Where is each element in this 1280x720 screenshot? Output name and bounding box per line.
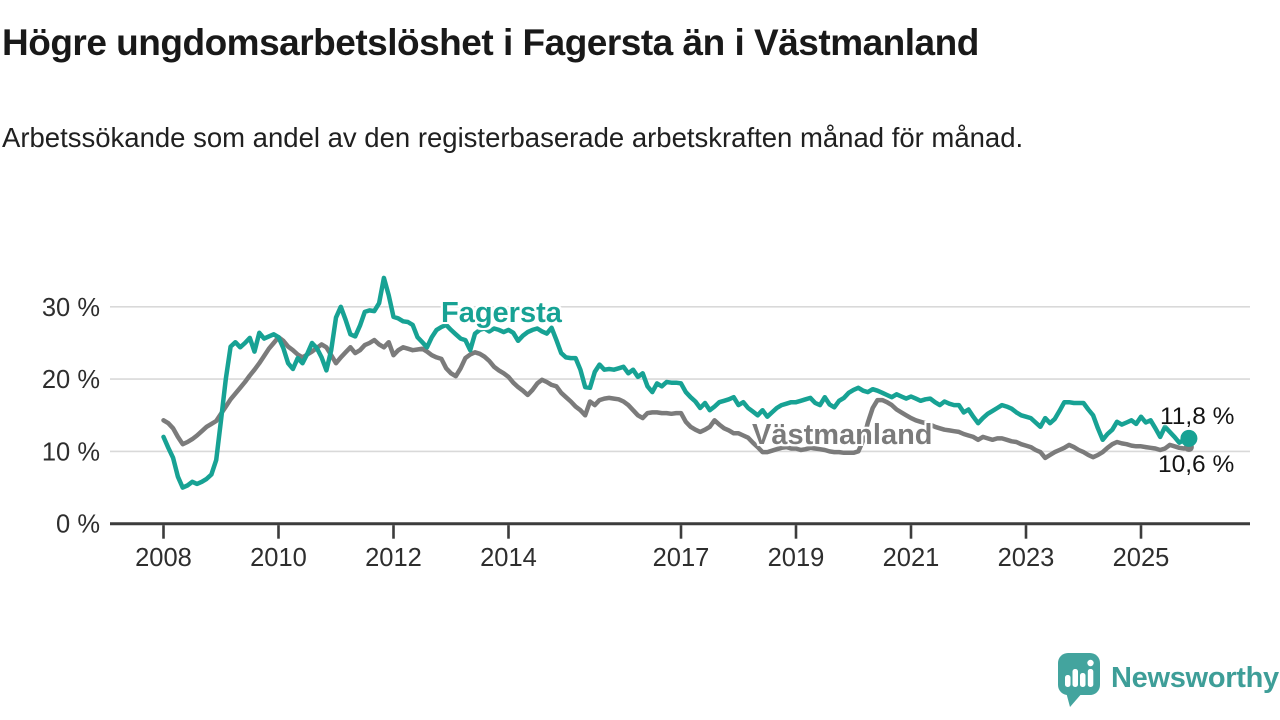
end-value-fagersta: 11,8 % <box>1160 403 1235 430</box>
chart-subtitle: Arbetssökande som andel av den registerb… <box>2 122 1024 153</box>
x-tick-label-2012: 2012 <box>365 544 422 572</box>
series-line-fagersta <box>161 275 1192 490</box>
x-tick-label-2021: 2021 <box>883 544 940 572</box>
chart-title: Högre ungdomsarbetslöshet i Fagersta än … <box>2 22 979 63</box>
x-tick-label-2010: 2010 <box>250 544 307 572</box>
newsworthy-logo: Newsworthy <box>1053 648 1279 708</box>
series-line-västmanland <box>161 334 1192 461</box>
x-tick-label-2017: 2017 <box>653 544 710 572</box>
x-tick-label-2023: 2023 <box>998 544 1055 572</box>
x-tick-label-2008: 2008 <box>135 544 192 572</box>
x-tick-label-2019: 2019 <box>768 544 825 572</box>
y-tick-label-10: 10 % <box>42 438 100 466</box>
newsworthy-wordmark: Newsworthy <box>1111 661 1279 694</box>
y-tick-label-0: 0 % <box>56 511 100 539</box>
x-tick-label-2014: 2014 <box>480 544 537 572</box>
y-tick-label-20: 20 % <box>42 366 100 394</box>
series-label-fagersta: Fagersta <box>441 297 562 329</box>
x-tick-label-2025: 2025 <box>1113 544 1170 572</box>
y-tick-label-30: 30 % <box>42 294 100 322</box>
end-value-vastmanland: 10,6 % <box>1158 451 1235 478</box>
newsworthy-logo-icon <box>1058 653 1100 707</box>
end-dot-fagersta <box>1180 429 1198 447</box>
series-label-vastmanland: Västmanland <box>752 419 933 451</box>
